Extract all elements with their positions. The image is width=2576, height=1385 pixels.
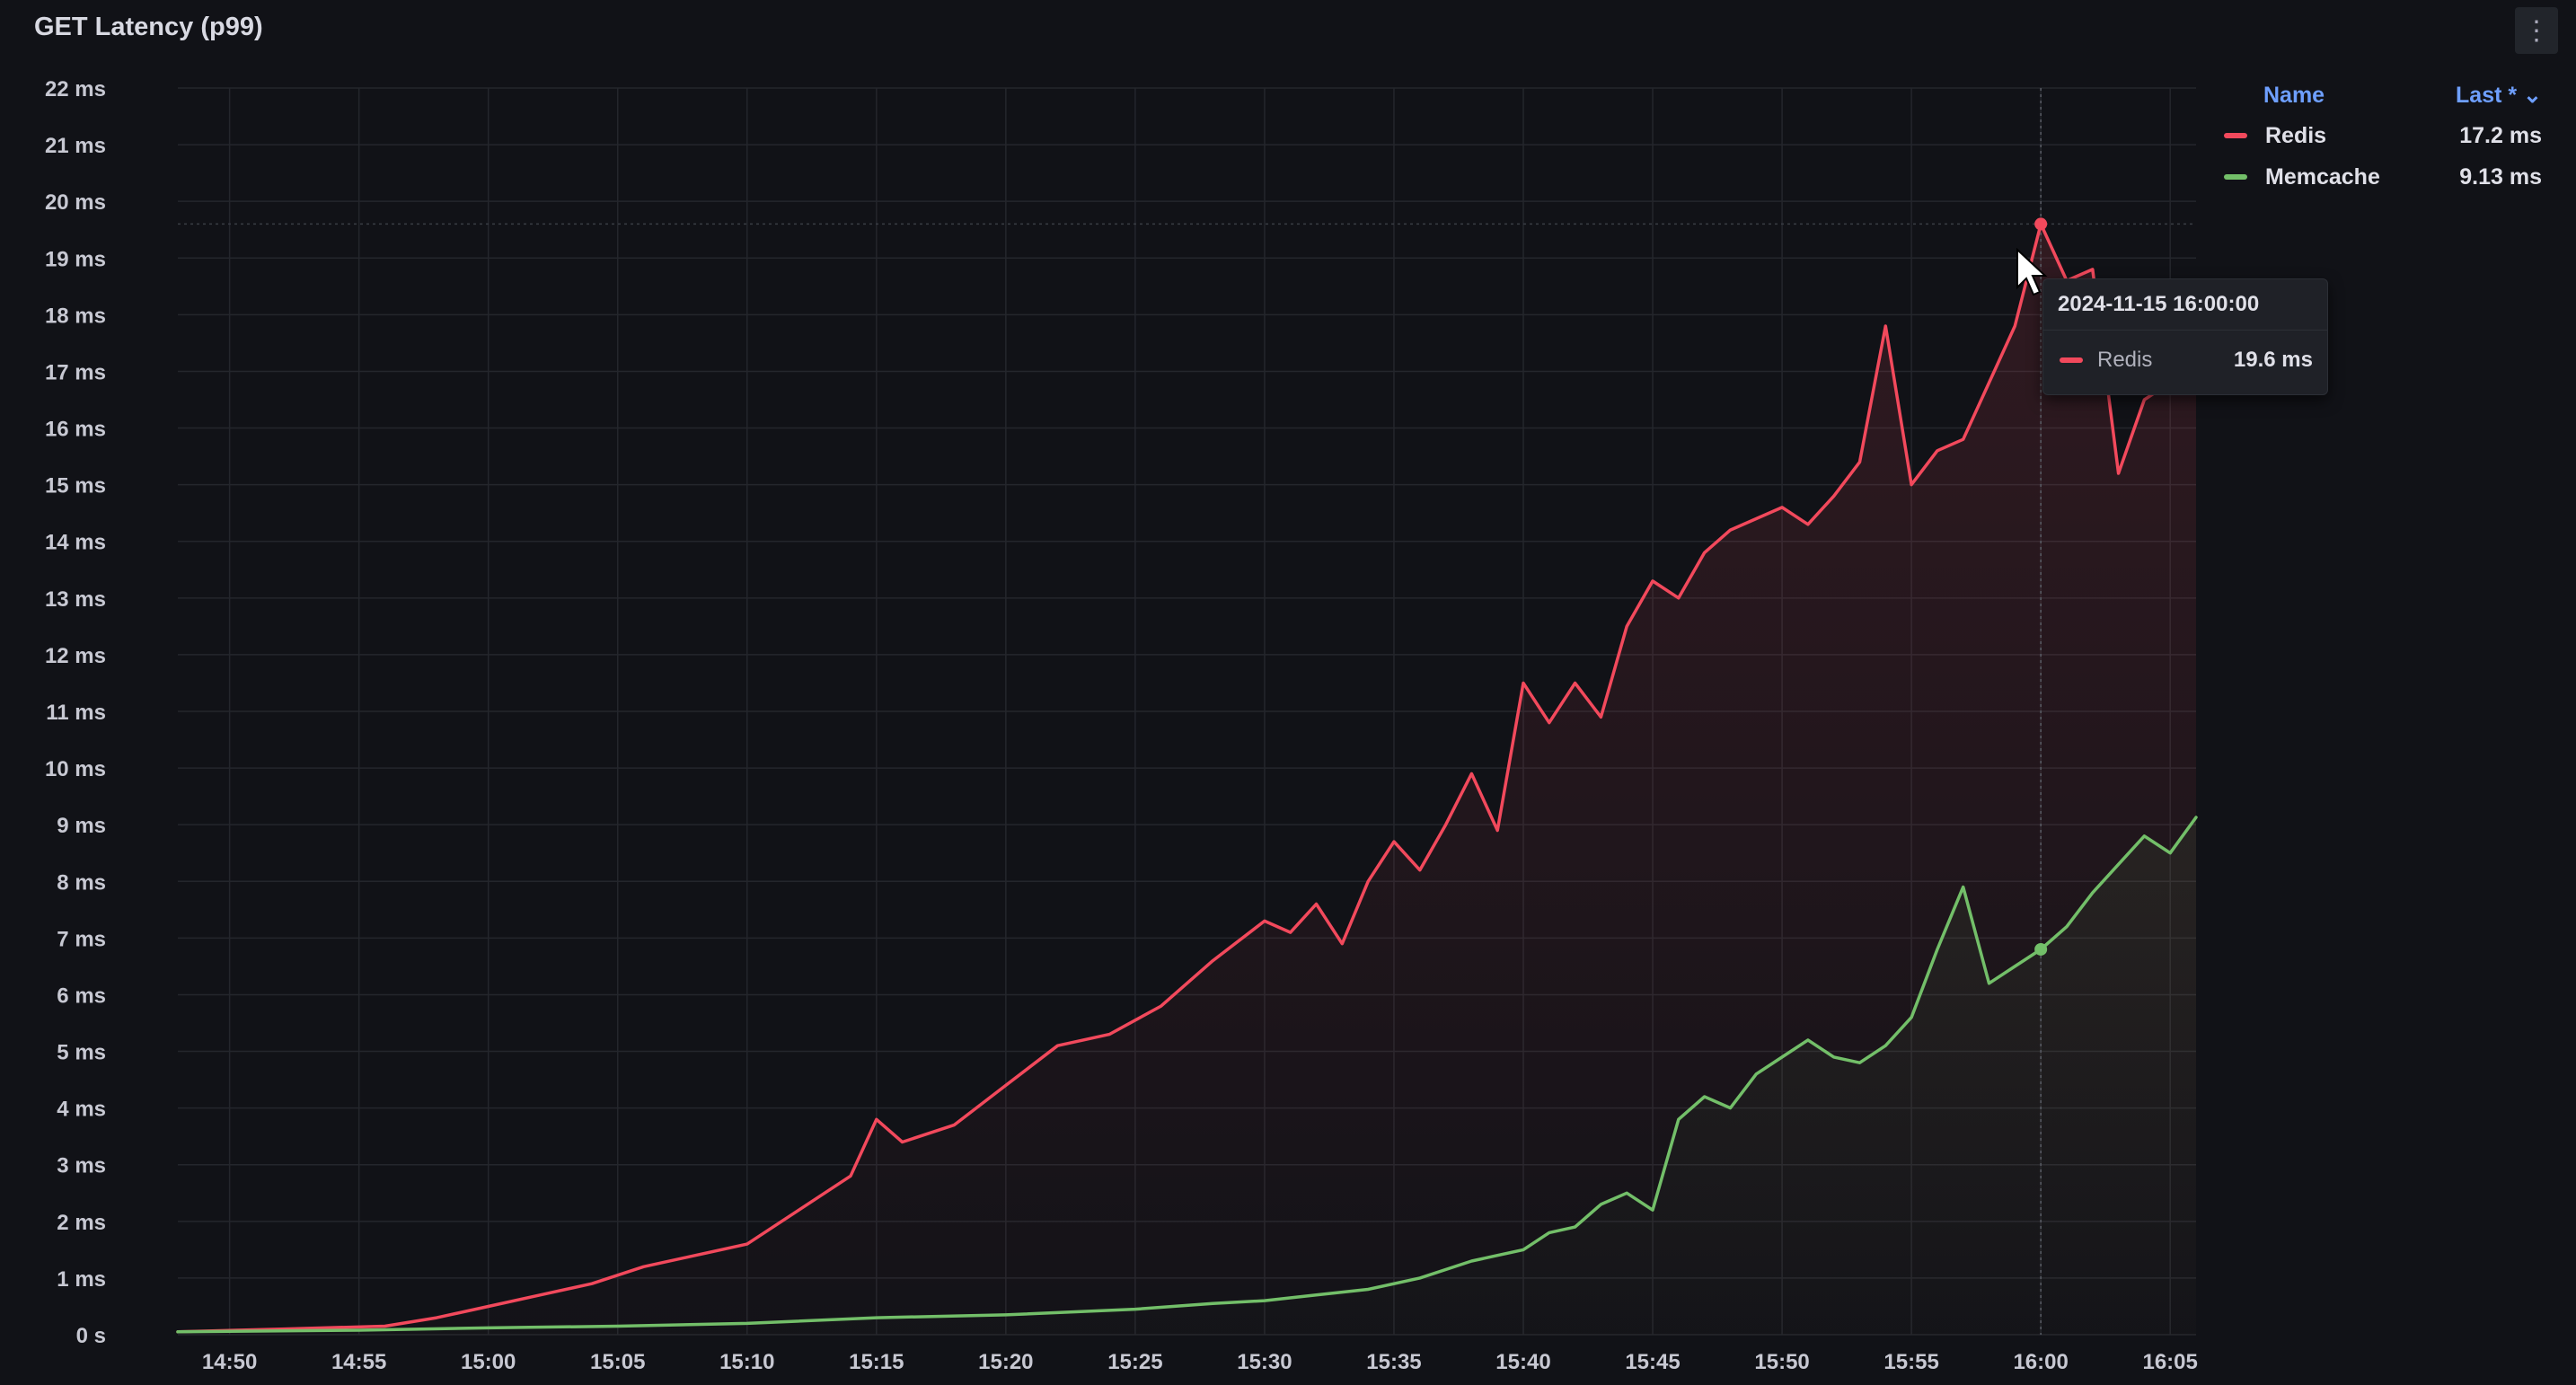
y-tick-label: 22 ms — [45, 77, 106, 101]
series-line-redis — [176, 222, 2198, 1334]
legend-label-memcache: Memcache — [2265, 163, 2380, 190]
x-tick-label: 15:30 — [1237, 1350, 1292, 1374]
x-tick-label: 15:25 — [1107, 1350, 1162, 1374]
legend-value-redis: 17.2 ms — [2459, 122, 2542, 148]
y-tick-label: 12 ms — [45, 644, 106, 668]
x-tick-label: 14:50 — [202, 1350, 257, 1374]
y-tick-label: 16 ms — [45, 418, 106, 442]
panel-menu-button[interactable]: ⋮ — [2515, 7, 2558, 54]
y-tick-label: 15 ms — [45, 474, 106, 498]
legend-header: Name Last * ⌄ — [2201, 75, 2542, 115]
y-tick-label: 20 ms — [45, 190, 106, 215]
legend-label-redis: Redis — [2265, 122, 2327, 148]
y-tick-label: 10 ms — [45, 757, 106, 781]
y-tick-label: 4 ms — [57, 1098, 106, 1122]
x-tick-label: 15:55 — [1883, 1350, 1938, 1374]
tooltip-divider — [2043, 330, 2327, 331]
y-tick-label: 11 ms — [46, 701, 106, 725]
series-line-memcache — [176, 816, 2198, 1334]
x-tick-label: 15:40 — [1495, 1350, 1550, 1374]
hover-point-memcache — [2034, 942, 2048, 956]
y-tick-label: 5 ms — [57, 1041, 106, 1065]
x-tick-label: 15:15 — [849, 1350, 904, 1374]
y-tick-label: 1 ms — [57, 1267, 106, 1292]
x-tick-label: 15:45 — [1625, 1350, 1680, 1374]
y-tick-label: 8 ms — [57, 870, 106, 895]
y-tick-label: 7 ms — [57, 927, 106, 951]
tooltip-series-name: Redis — [2097, 348, 2153, 372]
legend-name-header[interactable]: Name — [2263, 82, 2325, 108]
mouse-cursor-icon — [2016, 248, 2048, 296]
legend-last-header[interactable]: Last * ⌄ — [2456, 83, 2542, 108]
hover-point-redis — [2034, 217, 2048, 231]
x-tick-label: 15:50 — [1754, 1350, 1809, 1374]
legend-item-redis[interactable]: Redis 17.2 ms — [2201, 115, 2542, 156]
hover-tooltip: 2024-11-15 16:00:00 Redis 19.6 ms — [2042, 278, 2328, 395]
more-vertical-icon: ⋮ — [2523, 15, 2550, 46]
y-tick-label: 3 ms — [57, 1154, 106, 1178]
panel-title: GET Latency (p99) — [34, 13, 263, 41]
tooltip-timestamp: 2024-11-15 16:00:00 — [2058, 292, 2260, 316]
tooltip-series-value: 19.6 ms — [2233, 348, 2313, 372]
x-tick-label: 16:05 — [2142, 1350, 2197, 1374]
x-tick-label: 16:00 — [2013, 1350, 2068, 1374]
legend-value-memcache: 9.13 ms — [2459, 163, 2542, 190]
y-tick-label: 14 ms — [45, 531, 106, 555]
x-tick-label: 15:35 — [1366, 1350, 1421, 1374]
y-tick-label: 18 ms — [45, 304, 106, 328]
x-tick-label: 15:05 — [590, 1350, 645, 1374]
x-tick-label: 15:20 — [978, 1350, 1033, 1374]
y-tick-label: 17 ms — [45, 360, 106, 384]
y-tick-label: 13 ms — [45, 587, 106, 612]
legend-swatch-redis — [2224, 133, 2247, 138]
x-tick-label: 14:55 — [331, 1350, 386, 1374]
x-tick-label: 15:10 — [719, 1350, 774, 1374]
y-tick-label: 6 ms — [57, 984, 106, 1008]
y-tick-label: 0 s — [76, 1324, 106, 1348]
tooltip-swatch — [2060, 357, 2083, 363]
series-area-redis — [178, 224, 2196, 1335]
legend-swatch-memcache — [2224, 174, 2247, 180]
y-tick-label: 21 ms — [45, 134, 106, 158]
series-area-memcache — [178, 817, 2196, 1335]
y-tick-label: 19 ms — [45, 247, 106, 271]
legend: Name Last * ⌄ Redis 17.2 ms Memcache 9.1… — [2201, 75, 2542, 198]
y-tick-label: 2 ms — [57, 1211, 106, 1235]
y-tick-label: 9 ms — [57, 814, 106, 838]
legend-item-memcache[interactable]: Memcache 9.13 ms — [2201, 156, 2542, 198]
x-tick-label: 15:00 — [461, 1350, 516, 1374]
